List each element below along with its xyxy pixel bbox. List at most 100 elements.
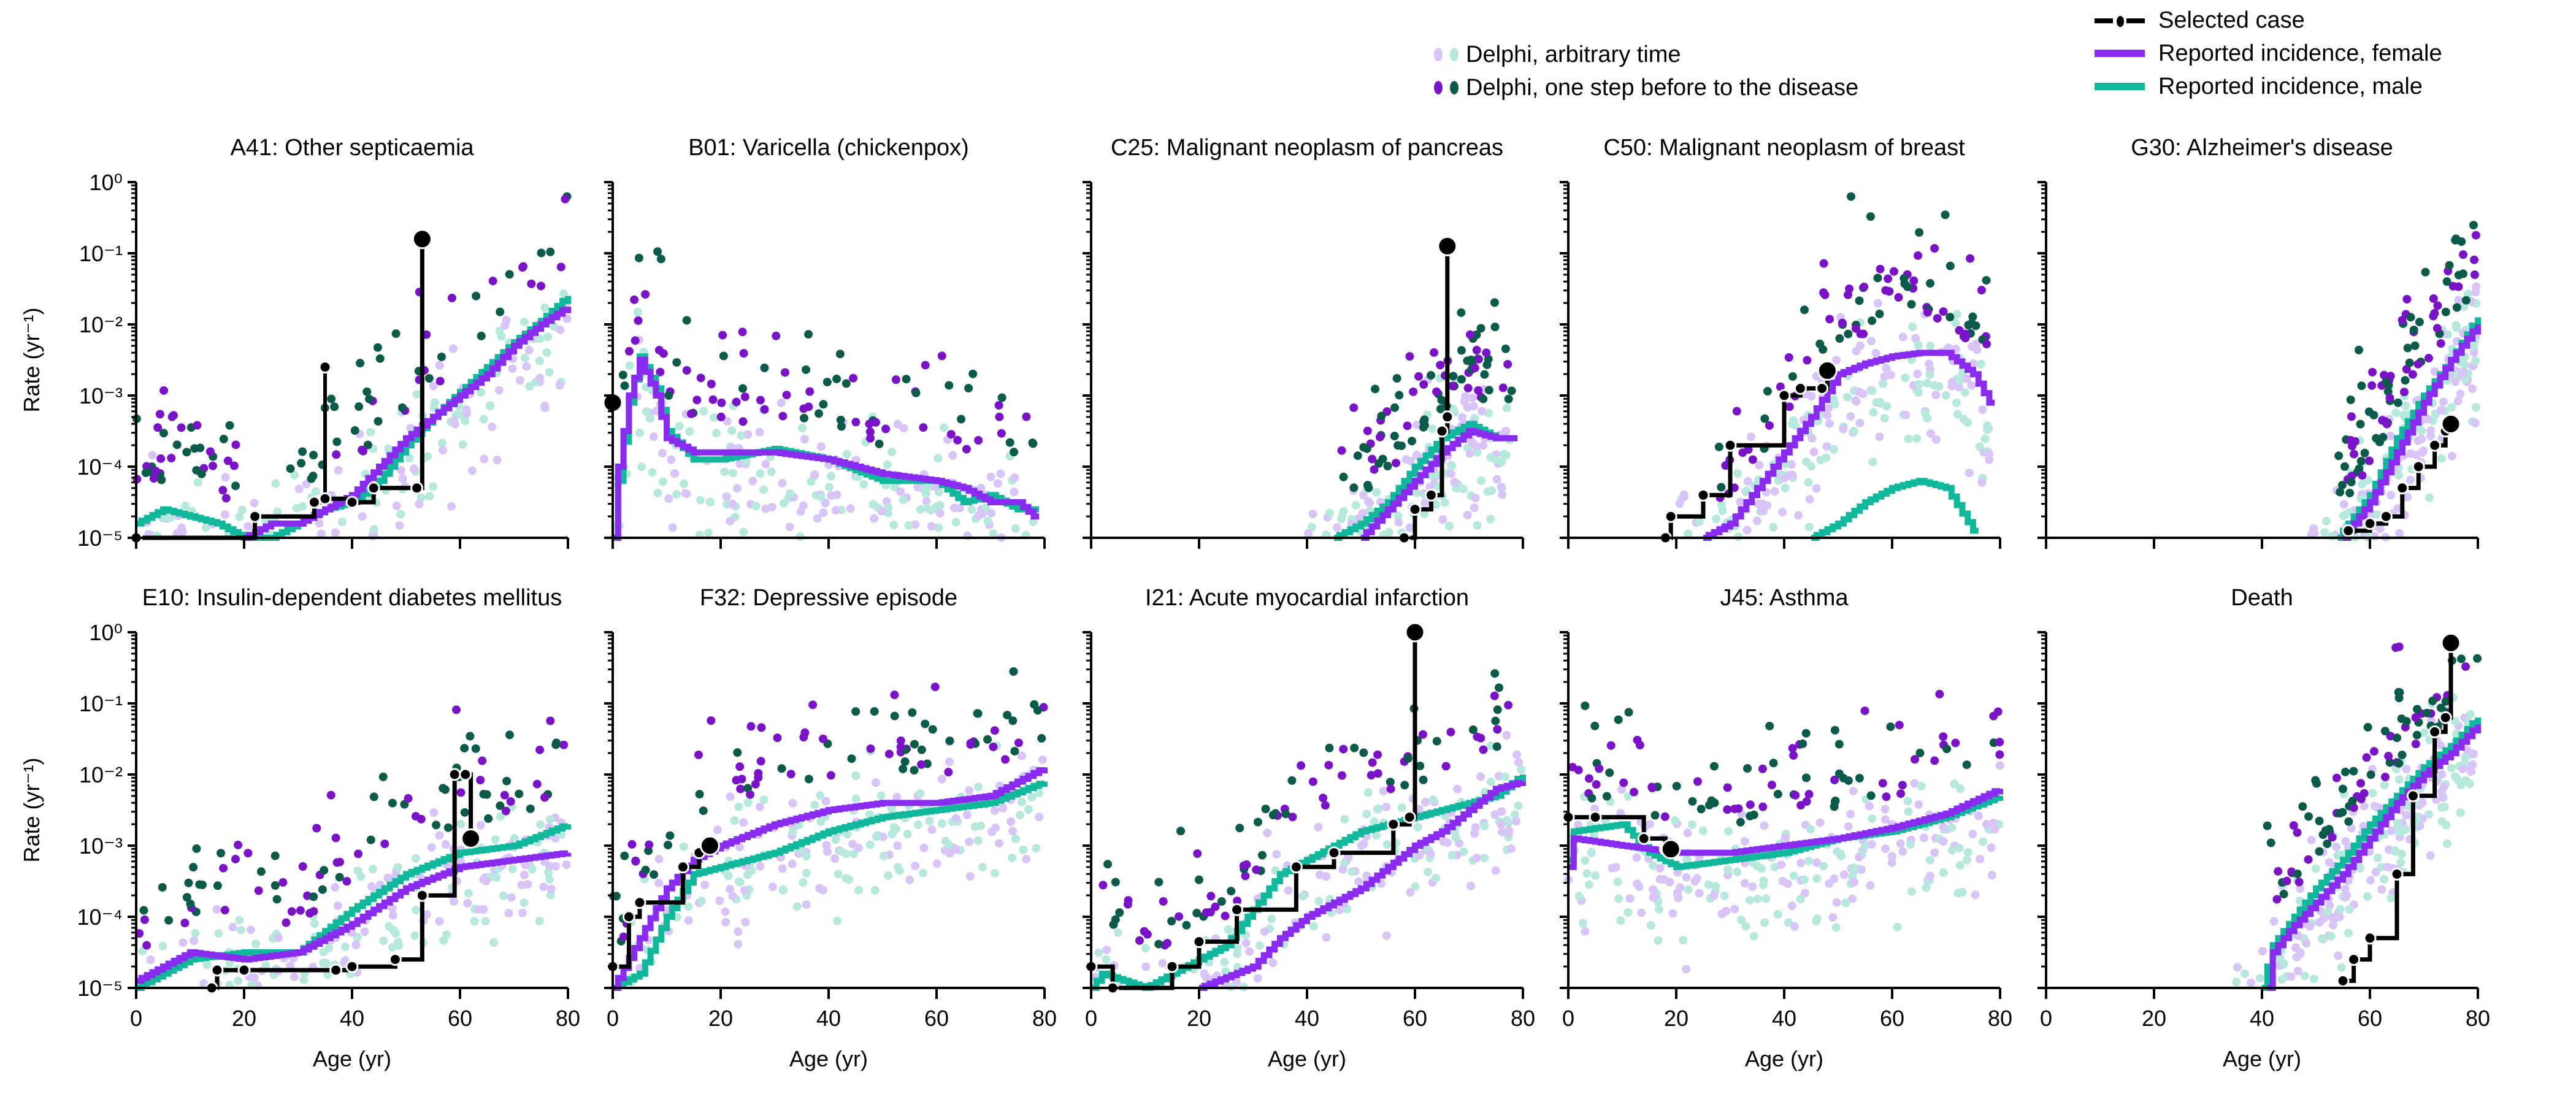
scatter-point-one-step-before (158, 882, 167, 892)
scatter-point-arbitrary (876, 791, 886, 800)
scatter-point-one-step-before (234, 840, 243, 849)
scatter-point-arbitrary (274, 933, 283, 943)
scatter-point-arbitrary (2456, 389, 2465, 399)
scatter-point-arbitrary (965, 786, 974, 795)
scatter-point-one-step-before (286, 464, 295, 473)
scatter-point-one-step-before (1765, 421, 1774, 430)
scatter-point-arbitrary (1458, 413, 1467, 422)
scatter-point-arbitrary (496, 812, 505, 821)
scatter-point-one-step-before (2304, 855, 2313, 864)
scatter-point-arbitrary (2471, 418, 2480, 427)
scatter-point-one-step-before (2461, 662, 2471, 671)
scatter-point-arbitrary (810, 470, 819, 479)
selected-case-point (248, 510, 262, 523)
scatter-point-one-step-before (270, 851, 280, 860)
scatter-point-arbitrary (1453, 784, 1462, 794)
scatter-point-arbitrary (699, 407, 708, 416)
scatter-point-arbitrary (2341, 893, 2350, 902)
scatter-point-arbitrary (1833, 847, 1842, 856)
scatter-point-one-step-before (2348, 797, 2357, 806)
incidence-line-female (1199, 779, 1526, 991)
scatter-point-arbitrary (1263, 828, 1272, 838)
scatter-point-one-step-before (865, 427, 875, 437)
scatter-point-arbitrary (1800, 889, 1809, 898)
scatter-point-arbitrary (1335, 905, 1344, 914)
selected-case-final-point (1817, 360, 1838, 381)
scatter-point-one-step-before (189, 863, 198, 872)
scatter-point-arbitrary (519, 318, 529, 327)
scatter-point-arbitrary (1880, 413, 1889, 423)
scatter-point-arbitrary (1322, 872, 1331, 881)
scatter-point-one-step-before (2470, 270, 2479, 280)
scatter-point-arbitrary (1742, 486, 1751, 495)
selected-case-point (2428, 725, 2442, 738)
scatter-point-one-step-before (1830, 725, 1839, 735)
scatter-point-one-step-before (983, 735, 992, 744)
scatter-point-one-step-before (1868, 316, 1877, 326)
scatter-point-one-step-before (2274, 866, 2283, 876)
scatter-point-arbitrary (2380, 874, 2389, 884)
x-tick-label: 20 (1187, 1006, 1211, 1031)
scatter-point-one-step-before (624, 346, 634, 356)
scatter-point-one-step-before (2385, 393, 2394, 402)
scatter-point-arbitrary (2463, 746, 2472, 755)
scatter-point-arbitrary (824, 483, 834, 492)
scatter-point-arbitrary (843, 830, 852, 839)
scatter-point-arbitrary (1917, 781, 1926, 790)
scatter-point-arbitrary (2386, 432, 2395, 441)
scatter-point-arbitrary (1955, 375, 1965, 384)
scatter-point-arbitrary (645, 414, 654, 423)
scatter-point-one-step-before (1568, 762, 1577, 771)
scatter-point-arbitrary (2375, 524, 2385, 534)
scatter-point-one-step-before (1368, 758, 1377, 767)
scatter-point-arbitrary (841, 874, 851, 883)
scatter-point-arbitrary (940, 423, 949, 432)
scatter-point-arbitrary (925, 816, 934, 825)
scatter-point-one-step-before (1227, 887, 1236, 896)
scatter-point-one-step-before (2403, 343, 2412, 353)
scatter-point-one-step-before (506, 797, 515, 806)
scatter-point-one-step-before (2459, 250, 2468, 259)
scatter-point-arbitrary (682, 489, 691, 499)
scatter-point-one-step-before (2410, 341, 2420, 350)
scatter-point-arbitrary (516, 376, 525, 385)
scatter-point-arbitrary (1987, 871, 1996, 880)
scatter-point-arbitrary (2417, 434, 2426, 443)
scatter-point-arbitrary (2320, 528, 2329, 537)
scatter-point-one-step-before (172, 440, 182, 449)
scatter-point-one-step-before (1221, 911, 1230, 920)
legend-label: Delphi, arbitrary time (1466, 41, 1681, 67)
scatter-point-arbitrary (2393, 819, 2402, 828)
scatter-point-arbitrary (1832, 898, 1841, 907)
scatter-point-one-step-before (891, 375, 900, 384)
scatter-point-one-step-before (223, 456, 232, 465)
scatter-point-one-step-before (327, 394, 336, 404)
incidence-line-female (1568, 788, 2003, 870)
scatter-point-arbitrary (1008, 853, 1017, 862)
scatter-point-arbitrary (1412, 488, 1421, 497)
scatter-point-arbitrary (658, 449, 667, 458)
scatter-point-arbitrary (394, 938, 403, 947)
scatter-point-one-step-before (1257, 851, 1267, 860)
scatter-point-one-step-before (309, 892, 318, 901)
scatter-point-one-step-before (424, 373, 434, 383)
scatter-point-arbitrary (1590, 804, 1599, 813)
scatter-point-one-step-before (641, 865, 650, 874)
scatter-point-one-step-before (1470, 364, 1479, 373)
scatter-point-one-step-before (1964, 321, 1973, 330)
scatter-point-one-step-before (1159, 897, 1168, 906)
scatter-point-arbitrary (543, 332, 553, 342)
scatter-point-arbitrary (1824, 404, 1833, 413)
scatter-point-arbitrary (2366, 876, 2375, 885)
scatter-point-arbitrary (1709, 891, 1719, 900)
scatter-point-one-step-before (1930, 243, 1939, 253)
scatter-point-one-step-before (1909, 276, 1919, 285)
scatter-point-arbitrary (395, 521, 404, 530)
scatter-point-arbitrary (425, 492, 434, 501)
scatter-point-arbitrary (1976, 854, 1985, 863)
scatter-point-arbitrary (951, 518, 960, 527)
scatter-point-arbitrary (802, 868, 811, 878)
scatter-point-arbitrary (321, 958, 331, 968)
scatter-point-one-step-before (1660, 812, 1669, 821)
scatter-point-one-step-before (1746, 811, 1755, 821)
